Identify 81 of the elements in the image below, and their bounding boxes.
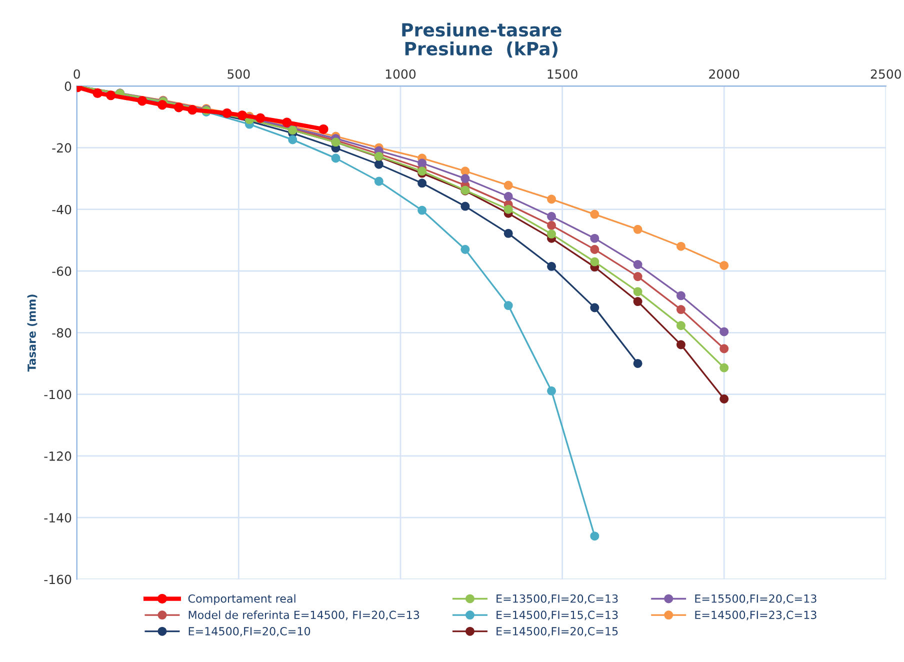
legend-label: E=13500,FI=20,C=13 [496, 594, 618, 604]
point [157, 100, 168, 110]
point [676, 321, 686, 330]
point [720, 363, 729, 372]
y-tick-label: 0 [64, 82, 72, 91]
point [633, 224, 642, 234]
x-tick-label: 2500 [870, 69, 901, 79]
y-tick-label: -120 [44, 451, 72, 461]
x-tick-label: 1500 [548, 69, 578, 79]
point [590, 257, 600, 266]
point [188, 104, 198, 115]
y-tick-label: -100 [44, 390, 72, 400]
y-axis-title: Tasare (mm) [27, 294, 38, 372]
point [546, 212, 556, 221]
point [590, 532, 600, 541]
y-tick-label: -40 [52, 204, 72, 214]
point [546, 262, 556, 271]
point [676, 242, 686, 251]
point [237, 110, 248, 120]
point [318, 124, 328, 134]
point [720, 344, 729, 354]
legend-label: Model de referinta E=14500, FI=20,C=13 [188, 610, 420, 620]
point [460, 166, 470, 176]
point [720, 394, 729, 404]
point [546, 386, 556, 396]
point [590, 210, 600, 219]
point [255, 113, 266, 123]
point [546, 194, 556, 204]
point [504, 204, 513, 214]
point [418, 178, 427, 188]
point [720, 327, 729, 336]
point [590, 303, 600, 312]
point [676, 340, 686, 350]
point [633, 358, 642, 368]
point [460, 202, 470, 211]
y-tick-label: -160 [44, 574, 72, 584]
point [546, 230, 556, 239]
point [590, 234, 600, 243]
x-tick-label: 500 [228, 69, 250, 79]
point [374, 176, 384, 186]
legend-label: E=14500,FI=20,C=15 [496, 626, 618, 637]
point [460, 244, 470, 254]
point [374, 160, 384, 169]
point [137, 96, 148, 106]
legend-label: E=14500,FI=15,C=13 [496, 610, 618, 620]
point [418, 206, 427, 215]
point [676, 305, 686, 314]
point [222, 108, 232, 118]
legend-label: Comportament real [188, 594, 296, 605]
x-axis-title: Presiune (kPa) [405, 41, 558, 58]
y-tick-label: -80 [52, 328, 72, 338]
point [720, 260, 729, 270]
y-tick-label: -20 [52, 143, 72, 153]
point [174, 102, 184, 112]
x-tick-label: 0 [74, 69, 80, 79]
legend-label: E=15500,FI=20,C=13 [695, 594, 816, 604]
point [590, 244, 600, 254]
x-tick-label: 1000 [386, 69, 416, 79]
y-tick-label: -60 [52, 266, 72, 276]
point [633, 260, 642, 270]
point [331, 154, 340, 163]
point [460, 174, 470, 184]
chart-title: Presiune-tasare [402, 22, 562, 37]
point [676, 291, 686, 300]
x-tick-label: 2000 [709, 69, 740, 79]
point [106, 90, 116, 100]
point [633, 272, 642, 282]
point [546, 220, 556, 230]
point [418, 158, 427, 168]
point [288, 135, 298, 144]
point [92, 88, 102, 98]
point [504, 301, 513, 310]
point [633, 287, 642, 296]
legend-label: E=14500,FI=20,C=10 [188, 626, 310, 637]
point [633, 297, 642, 306]
point [282, 118, 292, 128]
y-tick-label: -140 [44, 513, 72, 523]
legend-label: E=14500,FI=23,C=13 [695, 610, 816, 620]
point [504, 180, 513, 190]
point [504, 192, 513, 201]
point [504, 228, 513, 238]
